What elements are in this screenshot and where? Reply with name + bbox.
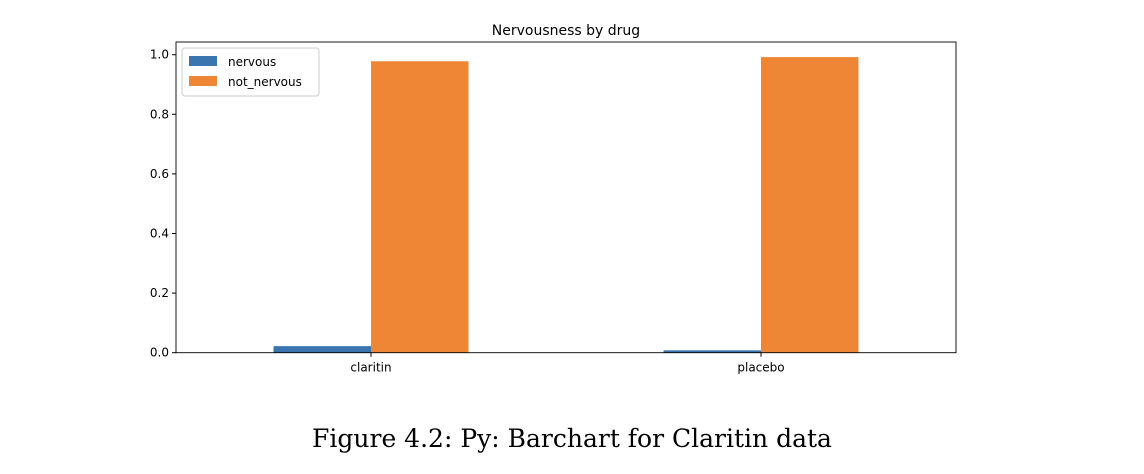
y-tick-label: 0.0 xyxy=(150,346,169,360)
chart-title: Nervousness by drug xyxy=(492,23,640,39)
bar-not_nervous-placebo xyxy=(761,57,859,353)
y-tick-label: 1.0 xyxy=(150,48,169,62)
y-tick-label: 0.6 xyxy=(150,167,169,181)
bar-nervous-placebo xyxy=(663,350,761,353)
y-tick-label: 0.4 xyxy=(150,227,169,241)
bar-not_nervous-claritin xyxy=(371,61,469,353)
legend-label-not_nervous: not_nervous xyxy=(228,75,302,89)
legend-swatch-not_nervous xyxy=(189,76,217,86)
legend-label-nervous: nervous xyxy=(228,55,276,69)
x-tick-label: claritin xyxy=(350,361,391,375)
axes-frame xyxy=(175,41,957,354)
y-tick-label: 0.8 xyxy=(150,107,169,121)
bar-nervous-claritin xyxy=(273,346,371,353)
y-tick-label: 0.2 xyxy=(150,286,169,300)
legend-swatch-nervous xyxy=(189,56,217,66)
figure-caption: Figure 4.2: Py: Barchart for Claritin da… xyxy=(312,424,832,453)
x-tick-label: placebo xyxy=(737,361,784,375)
